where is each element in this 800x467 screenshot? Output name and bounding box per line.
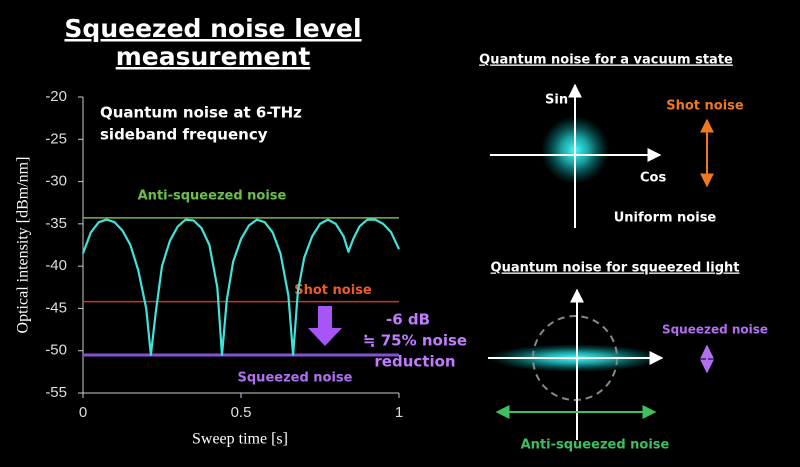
y-tick-label: -35 bbox=[45, 215, 67, 232]
reference-label: Squeezed noise bbox=[238, 370, 353, 385]
y-tick-label: -40 bbox=[45, 257, 67, 274]
title: measurement bbox=[116, 42, 311, 71]
y-tick-label: -45 bbox=[45, 299, 67, 316]
y-tick-label: -20 bbox=[45, 88, 67, 105]
x-tick-label: 0.5 bbox=[231, 404, 252, 421]
y-tick-label: -25 bbox=[45, 130, 67, 147]
reference-label: Anti-squeezed noise bbox=[138, 188, 287, 203]
y-axis-label: Optical intensity [dBm/nm] bbox=[15, 157, 32, 334]
reference-label: Shot noise bbox=[294, 283, 372, 298]
diagram-title: Quantum noise for squeezed light bbox=[491, 261, 740, 276]
noise-label: Squeezed noise bbox=[662, 323, 768, 337]
x-tick-label: 0 bbox=[79, 404, 87, 421]
title: Squeezed noise level bbox=[64, 14, 361, 43]
x-axis-label: Sweep time [s] bbox=[192, 431, 288, 448]
y-tick-label: -30 bbox=[45, 173, 67, 190]
axis-label: Sin bbox=[545, 93, 568, 108]
annotation: sideband frequency bbox=[100, 126, 268, 144]
reduction-arrow bbox=[308, 306, 342, 346]
y-tick-label: -50 bbox=[45, 342, 67, 359]
reduction-label: -6 dB bbox=[386, 311, 430, 329]
reduction-label: ≒ 75% noise bbox=[363, 332, 467, 350]
x-tick-label: 1 bbox=[395, 404, 403, 421]
data-line bbox=[81, 218, 400, 356]
axis-label: Cos bbox=[640, 171, 666, 186]
diagram-title: Quantum noise for a vacuum state bbox=[479, 53, 733, 68]
anti-noise-label: Anti-squeezed noise bbox=[521, 438, 670, 453]
noise-label: Shot noise bbox=[666, 99, 744, 114]
caption: Uniform noise bbox=[614, 211, 717, 226]
reduction-label: reduction bbox=[374, 353, 455, 371]
annotation: Quantum noise at 6-THz bbox=[100, 104, 302, 122]
y-tick-label: -55 bbox=[45, 384, 67, 401]
